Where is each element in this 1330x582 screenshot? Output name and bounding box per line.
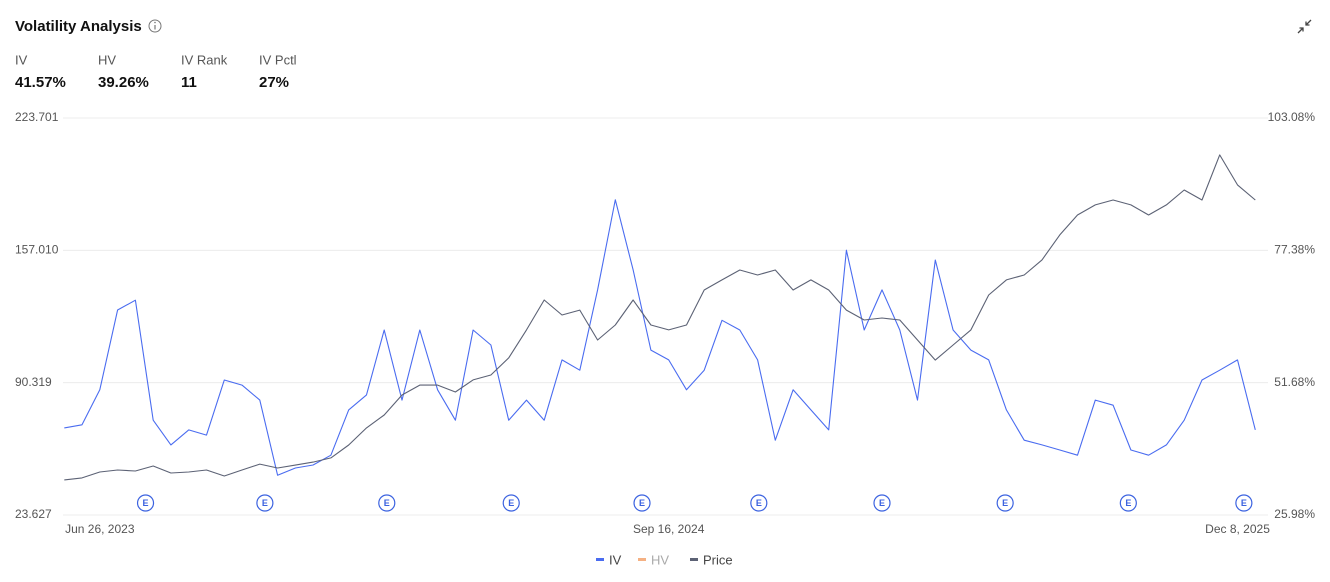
x-tick-label: Dec 8, 2025 [1205,522,1270,536]
info-icon[interactable] [148,19,162,33]
legend-swatch[interactable] [638,558,646,561]
earnings-marker[interactable] [502,494,520,512]
earnings-label: E [756,498,762,508]
earnings-marker[interactable] [873,494,891,512]
x-tick-label: Sep 16, 2024 [633,522,705,536]
earnings-marker[interactable] [378,494,396,512]
earnings-label: E [143,498,149,508]
legend-swatch[interactable] [596,558,604,561]
stat-label: IV [15,52,28,67]
earnings-label: E [508,498,514,508]
earnings-marker[interactable] [750,494,768,512]
y-tick-label: 157.010 [15,243,59,257]
y2-tick-label: 51.68% [1274,375,1315,389]
stat-label: HV [98,52,116,67]
earnings-label: E [879,498,885,508]
stat-value: 27% [259,74,289,91]
earnings-marker[interactable] [996,494,1014,512]
stat-label: IV Pctl [259,52,297,67]
series-line [64,199,1256,476]
earnings-marker[interactable] [1119,494,1137,512]
y2-tick-label: 25.98% [1274,507,1315,521]
y-tick-label: 23.627 [15,507,52,521]
y-tick-label: 90.319 [15,375,52,389]
earnings-label: E [1002,498,1008,508]
earnings-marker[interactable] [1235,494,1253,512]
y-tick-label: 223.701 [15,110,59,124]
stat-value: 11 [181,74,197,91]
earnings-label: E [262,498,268,508]
panel-title: Volatility Analysis [15,18,142,35]
stat-value: 39.26% [98,74,149,91]
series-line [64,154,1256,481]
legend-label[interactable]: HV [651,552,669,567]
earnings-marker[interactable] [136,494,155,512]
legend-label[interactable]: IV [609,552,622,567]
collapse-icon[interactable] [1297,19,1312,34]
stat-label: IV Rank [181,52,228,67]
legend-swatch[interactable] [690,558,698,561]
stat-value: 41.57% [15,74,66,91]
earnings-marker[interactable] [256,494,274,512]
earnings-label: E [639,498,645,508]
y2-tick-label: 77.38% [1274,243,1315,257]
earnings-label: E [1125,498,1131,508]
earnings-label: E [1241,498,1247,508]
legend-label[interactable]: Price [703,552,733,567]
earnings-label: E [384,498,390,508]
y2-tick-label: 103.08% [1268,110,1316,124]
x-tick-label: Jun 26, 2023 [65,522,135,536]
earnings-marker[interactable] [633,494,651,512]
